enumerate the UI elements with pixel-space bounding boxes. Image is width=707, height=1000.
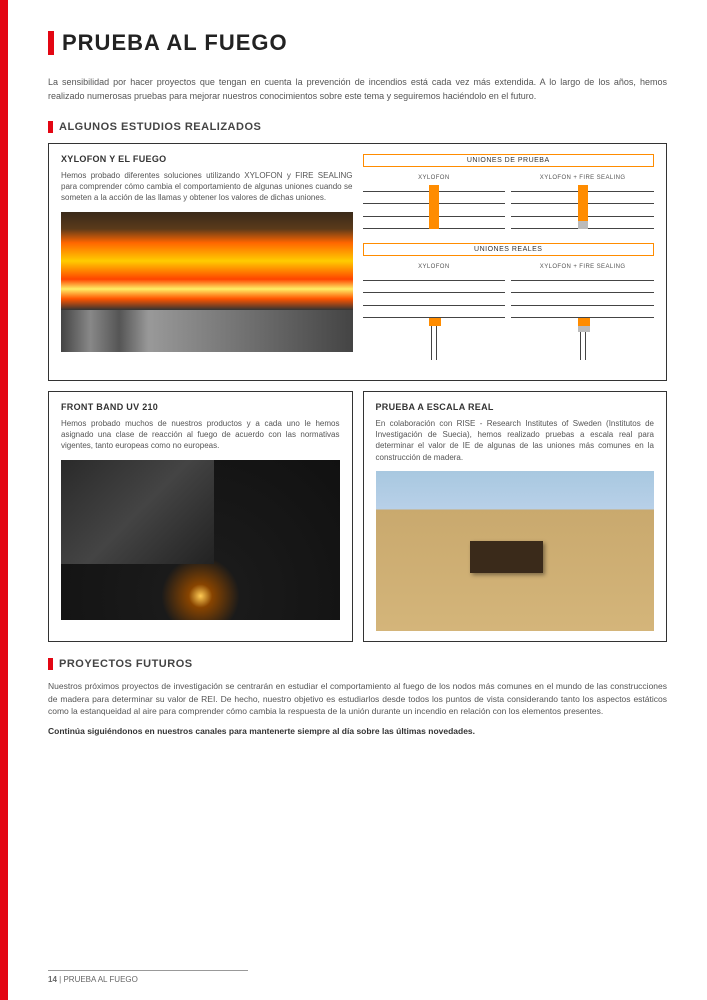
- escala-image: [376, 471, 655, 631]
- xylofon-title: XYLOFON Y EL FUEGO: [61, 154, 353, 164]
- reales-left-stem: [363, 324, 506, 360]
- escala-card: PRUEBA A ESCALA REAL En colaboración con…: [363, 391, 668, 642]
- footer-page-num: 14: [48, 975, 57, 984]
- studies-block: XYLOFON Y EL FUEGO Hemos probado diferen…: [48, 143, 667, 381]
- diagram-column: UNIONES DE PRUEBA XYLOFON XYLOFON + FIRE…: [363, 154, 655, 360]
- prueba-left-bar: [429, 185, 439, 229]
- prueba-left-layers: [363, 185, 506, 235]
- prueba-right-label: XYLOFON + FIRE SEALING: [540, 175, 626, 181]
- prueba-right-bar: [578, 185, 588, 221]
- xylofon-column: XYLOFON Y EL FUEGO Hemos probado diferen…: [61, 154, 353, 360]
- prueba-right-cell: XYLOFON + FIRE SEALING: [511, 175, 654, 235]
- left-red-strip: [0, 0, 8, 1000]
- footer-label: PRUEBA AL FUEGO: [63, 975, 137, 984]
- prueba-right-grey: [578, 221, 588, 229]
- future-accent: [48, 658, 53, 670]
- intro-text: La sensibilidad por hacer proyectos que …: [48, 76, 667, 103]
- studies-heading: ALGUNOS ESTUDIOS REALIZADOS: [59, 121, 261, 133]
- prueba-left-cell: XYLOFON: [363, 175, 506, 235]
- future-heading-row: PROYECTOS FUTUROS: [48, 658, 667, 670]
- reales-right-orange: [578, 318, 590, 326]
- xylofon-body: Hemos probado diferentes soluciones util…: [61, 170, 353, 204]
- page-title-row: PRUEBA AL FUEGO: [48, 30, 667, 56]
- cards-row: FRONT BAND UV 210 Hemos probado muchos d…: [48, 391, 667, 642]
- reales-right-layers: [511, 274, 654, 324]
- section-accent: [48, 121, 53, 133]
- reales-left-layers: [363, 274, 506, 324]
- reales-left-orange: [429, 318, 441, 326]
- diagram-reales-title: UNIONES REALES: [363, 243, 655, 256]
- reales-right-grey: [578, 326, 590, 332]
- front-band-title: FRONT BAND UV 210: [61, 402, 340, 412]
- page-footer: 14 | PRUEBA AL FUEGO: [48, 970, 248, 984]
- reales-right-cell: XYLOFON + FIRE SEALING: [511, 264, 654, 360]
- escala-title: PRUEBA A ESCALA REAL: [376, 402, 655, 412]
- escala-body: En colaboración con RISE - Research Inst…: [376, 418, 655, 463]
- reales-left-label: XYLOFON: [418, 264, 449, 270]
- front-band-body: Hemos probado muchos de nuestros product…: [61, 418, 340, 452]
- page-content: PRUEBA AL FUEGO La sensibilidad por hace…: [0, 0, 707, 756]
- reales-left-cell: XYLOFON: [363, 264, 506, 360]
- diagram-reales-grid: XYLOFON XYLOFON + FIRE SEALING: [363, 264, 655, 360]
- front-band-card: FRONT BAND UV 210 Hemos probado muchos d…: [48, 391, 353, 642]
- future-body: Nuestros próximos proyectos de investiga…: [48, 680, 667, 718]
- prueba-left-label: XYLOFON: [418, 175, 449, 181]
- reales-right-stem: [511, 324, 654, 360]
- studies-heading-row: ALGUNOS ESTUDIOS REALIZADOS: [48, 121, 667, 133]
- prueba-right-layers: [511, 185, 654, 235]
- page-title: PRUEBA AL FUEGO: [62, 30, 288, 56]
- diagram-prueba-title: UNIONES DE PRUEBA: [363, 154, 655, 167]
- front-band-image: [61, 460, 340, 620]
- reales-right-label: XYLOFON + FIRE SEALING: [540, 264, 626, 270]
- future-bold: Continúa siguiéndonos en nuestros canale…: [48, 726, 667, 736]
- diagram-prueba-grid: XYLOFON XYLOFON + FIRE SEALING: [363, 175, 655, 235]
- title-accent: [48, 31, 54, 55]
- future-heading: PROYECTOS FUTUROS: [59, 658, 193, 670]
- fire-image: [61, 212, 353, 352]
